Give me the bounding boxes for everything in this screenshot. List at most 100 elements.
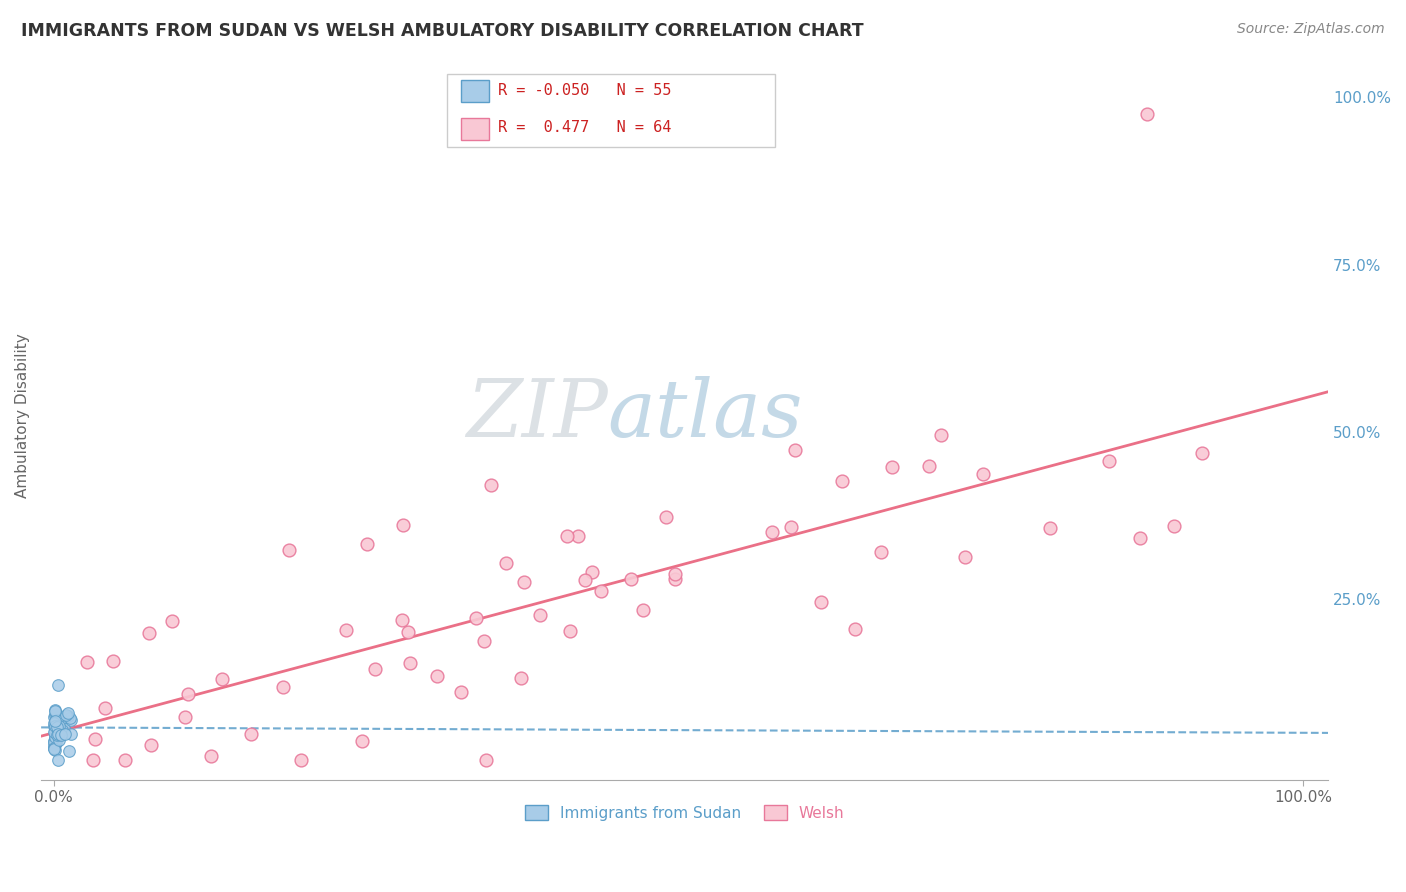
Point <box>42 735 65 749</box>
Point <box>761 524 783 539</box>
Point <box>620 572 643 586</box>
Point <box>529 607 551 622</box>
Point <box>1129 531 1152 545</box>
Point <box>1136 107 1159 121</box>
Point <box>240 727 263 741</box>
Point <box>60 713 83 727</box>
Point <box>76 655 98 669</box>
Point <box>46 718 69 732</box>
Point <box>356 537 378 551</box>
Point <box>42 715 65 730</box>
Point <box>46 677 69 691</box>
Point <box>46 712 69 726</box>
Point <box>211 672 233 686</box>
Point <box>479 478 502 492</box>
Point <box>138 625 160 640</box>
Point <box>557 529 579 543</box>
Text: ZIP: ZIP <box>465 376 607 454</box>
Point <box>426 669 449 683</box>
Point <box>51 723 73 737</box>
Point <box>46 714 69 729</box>
Point <box>139 738 162 752</box>
Point <box>450 685 472 699</box>
Y-axis label: Ambulatory Disability: Ambulatory Disability <box>15 333 30 498</box>
Point <box>831 474 853 488</box>
Point <box>46 730 69 744</box>
Point <box>44 731 66 745</box>
Point <box>58 709 80 723</box>
Point <box>783 442 806 457</box>
Point <box>513 574 536 589</box>
Point <box>558 624 581 639</box>
Point <box>1191 446 1213 460</box>
Point <box>45 736 67 750</box>
Text: R =  0.477   N = 64: R = 0.477 N = 64 <box>498 120 672 136</box>
Point <box>44 736 66 750</box>
Point <box>82 753 104 767</box>
Point <box>664 567 686 582</box>
Point <box>574 573 596 587</box>
Point <box>664 572 686 586</box>
Point <box>869 545 891 559</box>
Point <box>277 542 299 557</box>
Point <box>55 707 77 722</box>
Point <box>780 520 803 534</box>
Point <box>46 720 69 734</box>
Point <box>44 718 66 732</box>
Point <box>59 711 82 725</box>
Point <box>174 709 197 723</box>
Point <box>44 714 66 728</box>
Point <box>48 718 70 732</box>
Point <box>53 727 76 741</box>
Point <box>49 711 72 725</box>
Point <box>56 706 79 721</box>
Point <box>591 584 613 599</box>
Point <box>46 753 69 767</box>
Point <box>631 603 654 617</box>
Point <box>48 733 70 747</box>
Point <box>271 681 294 695</box>
Point <box>45 706 67 721</box>
Point <box>44 740 66 755</box>
Point <box>972 467 994 482</box>
Point <box>655 509 678 524</box>
Point <box>44 725 66 739</box>
Point <box>1163 519 1185 533</box>
Point <box>42 710 65 724</box>
Point <box>396 625 419 640</box>
Point <box>42 741 65 756</box>
Point <box>953 549 976 564</box>
Point <box>49 713 72 727</box>
Point <box>290 753 312 767</box>
Point <box>160 614 183 628</box>
Point <box>60 727 83 741</box>
Point <box>398 656 420 670</box>
Point <box>42 738 65 752</box>
Point <box>114 753 136 767</box>
Point <box>392 518 415 533</box>
Point <box>581 566 603 580</box>
Point <box>45 713 67 727</box>
Point <box>52 721 75 735</box>
Point <box>46 728 69 742</box>
Point <box>350 734 373 748</box>
Point <box>46 728 69 742</box>
Point <box>391 613 413 627</box>
Point <box>94 700 117 714</box>
Text: IMMIGRANTS FROM SUDAN VS WELSH AMBULATORY DISABILITY CORRELATION CHART: IMMIGRANTS FROM SUDAN VS WELSH AMBULATOR… <box>21 22 863 40</box>
Point <box>45 723 67 738</box>
FancyBboxPatch shape <box>461 80 489 102</box>
Point <box>880 459 903 474</box>
Point <box>810 595 832 609</box>
FancyBboxPatch shape <box>461 118 489 140</box>
Point <box>44 707 66 722</box>
Point <box>931 428 953 442</box>
Point <box>335 623 357 637</box>
Point <box>44 730 66 744</box>
Point <box>567 528 589 542</box>
FancyBboxPatch shape <box>447 74 775 147</box>
Point <box>1039 521 1062 535</box>
Point <box>44 725 66 739</box>
Point <box>200 748 222 763</box>
Point <box>44 742 66 756</box>
